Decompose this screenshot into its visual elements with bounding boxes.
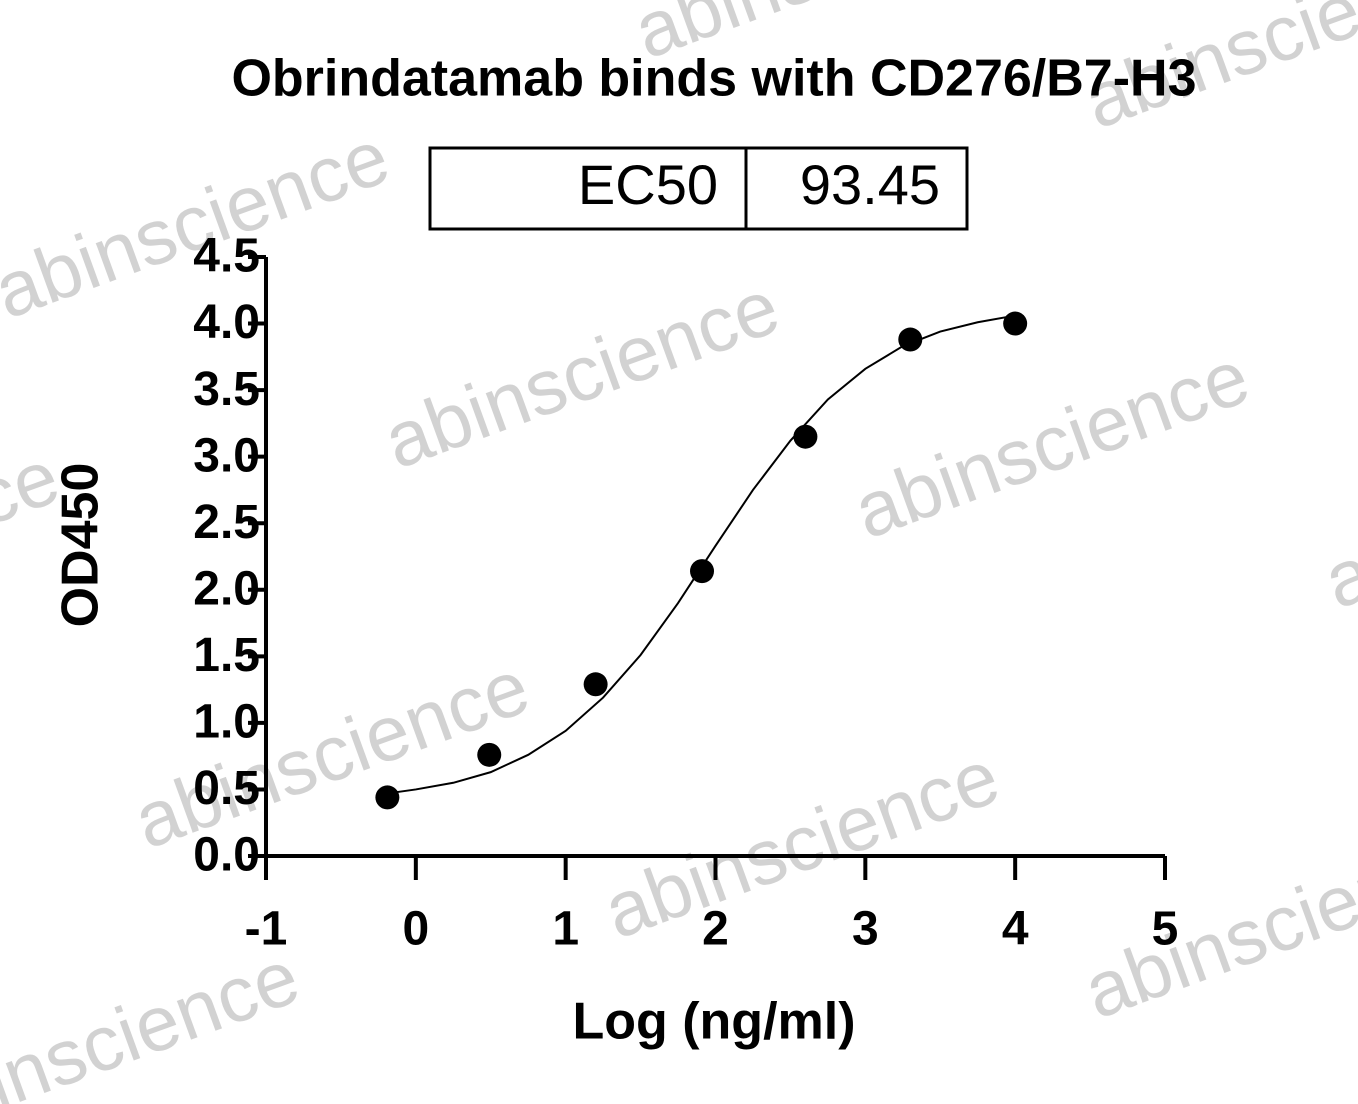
watermark: abinscience (843, 332, 1260, 556)
data-point (690, 559, 715, 584)
watermark: abinscience (1073, 812, 1358, 1036)
ec50-label: EC50 (578, 153, 718, 216)
data-point (793, 424, 818, 449)
x-tick-label: 3 (852, 903, 879, 956)
ec50-value: 93.45 (800, 153, 940, 216)
watermark: abinscience (593, 732, 1010, 956)
x-tick-label: 5 (1152, 903, 1179, 956)
data-point (1003, 311, 1028, 336)
chart-title: Obrindatamab binds with CD276/B7-H3 (231, 50, 1196, 108)
x-tick-label: 2 (702, 903, 729, 956)
x-tick-label: -1 (245, 903, 288, 956)
y-axis-label: OD450 (52, 463, 110, 628)
y-tick-label: 1.0 (193, 696, 260, 749)
watermark: abinscience (0, 932, 310, 1104)
y-tick-label: 2.0 (193, 562, 260, 615)
x-tick-label: 4 (1002, 903, 1029, 956)
x-tick-label: 0 (402, 903, 429, 956)
data-point (477, 742, 502, 767)
data-point (583, 672, 608, 697)
y-tick-label: 4.5 (193, 230, 260, 283)
y-tick-label: 0.5 (193, 762, 260, 815)
x-tick-label: 1 (552, 903, 579, 956)
y-tick-label: 3.0 (193, 429, 260, 482)
ec50-table: EC50 93.45 (428, 146, 969, 231)
y-tick-label: 0.0 (193, 829, 260, 882)
watermark: abinscience (1313, 402, 1358, 626)
data-point (898, 327, 923, 352)
y-tick-label: 2.5 (193, 496, 260, 549)
x-axis-label: Log (ng/ml) (572, 993, 855, 1051)
y-tick-label: 3.5 (193, 363, 260, 416)
y-tick-label: 4.0 (193, 296, 260, 349)
data-point (375, 785, 400, 810)
watermark: abinscience (373, 262, 790, 486)
y-tick-label: 1.5 (193, 629, 260, 682)
table-border (428, 146, 969, 231)
